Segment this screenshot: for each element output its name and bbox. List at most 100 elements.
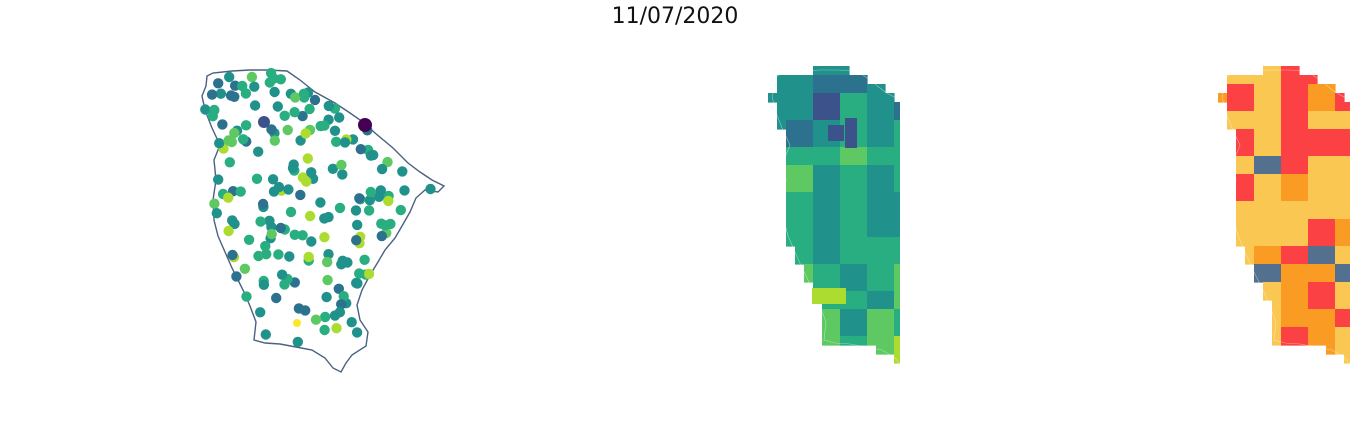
municipality-region [1254,165,1264,175]
municipality-region [1272,93,1282,103]
municipality-region [795,174,805,184]
municipality-region [1263,93,1273,103]
municipality-region [849,183,859,193]
municipality-region [894,354,900,364]
municipality-region [1245,138,1255,148]
municipality-region [840,300,850,310]
municipality-region [831,192,841,202]
municipality-region [1335,129,1345,139]
municipality-region [1281,156,1291,166]
municipality-point [237,80,248,92]
municipality-region [1308,174,1318,184]
municipality-region [1308,147,1318,157]
municipality-region [858,192,868,202]
municipality-region [885,174,895,184]
municipality-region [1263,201,1273,211]
municipality-region [804,264,814,274]
municipality-point [352,219,363,231]
municipality-region [1263,273,1273,283]
municipality-region [840,318,850,328]
municipality-region [1281,120,1291,130]
municipality-region [822,246,832,256]
municipality-point [334,202,346,214]
municipality-region [1263,111,1273,121]
municipality-region [1308,237,1318,247]
municipality-region [1254,102,1264,112]
municipality-region [1254,111,1264,121]
municipality-region [1299,273,1309,283]
municipality-region [804,165,814,175]
municipality-region [1317,129,1327,139]
municipality-region [894,183,900,193]
municipality-region [876,183,886,193]
municipality-region [1317,192,1327,202]
municipality-region [804,192,814,202]
municipality-point [240,120,252,131]
municipality-point [303,251,314,263]
municipality-region [885,345,895,355]
municipality-region [1263,120,1273,130]
municipality-point [213,78,224,89]
municipality-region [1335,165,1345,175]
municipality-point [319,324,330,336]
municipality-region [849,165,859,175]
municipality-region [795,156,805,166]
municipality-region [849,300,859,310]
municipality-point [223,192,234,203]
municipality-region [858,246,868,256]
municipality-region [867,174,877,184]
municipality-region [831,273,841,283]
municipality-region [831,336,841,346]
municipality-region [840,84,850,94]
municipality-region [840,336,850,346]
municipality-region [1299,75,1309,85]
municipality-region [1290,291,1300,301]
municipality-point [200,104,211,115]
municipality-region [813,138,823,148]
municipality-point [383,195,394,207]
municipality-region [1281,75,1291,85]
municipality-region [1335,156,1345,166]
municipality-region [1308,192,1318,202]
municipality-region [1263,210,1273,220]
municipality-region [1317,210,1327,220]
municipality-region [831,327,841,337]
municipality-region [1272,75,1282,85]
municipality-point [351,327,363,338]
municipality-region [1299,183,1309,193]
municipality-region [849,246,859,256]
municipality-point [224,157,235,168]
municipality-region [1335,210,1345,220]
municipality-region [804,273,814,283]
municipality-region [813,174,823,184]
municipality-region [831,120,841,130]
municipality-region [858,138,868,148]
municipality-region [1281,129,1291,139]
municipality-region [1335,345,1345,355]
municipality-region [1326,327,1336,337]
municipality-region [777,75,787,85]
municipality-region [894,147,900,157]
municipality-point [300,305,311,316]
municipality-region [858,255,868,265]
municipality-region [1272,66,1282,76]
municipality-region [858,300,868,310]
municipality-region [894,156,900,166]
municipality-point [217,119,228,130]
municipality-region [795,93,805,103]
municipality-region [840,210,850,220]
municipality-region [822,228,832,238]
municipality-point [322,274,333,286]
municipality-point [211,208,222,219]
municipality-region [1308,228,1318,238]
municipality-region [813,75,823,85]
municipality-region [845,118,857,148]
municipality-region [1344,210,1350,220]
municipality-point [336,159,347,171]
municipality-point [273,249,284,260]
municipality-region [1281,291,1291,301]
municipality-region [1236,147,1246,157]
municipality-region [858,228,868,238]
municipality-region [822,66,832,76]
municipality-region [885,138,895,148]
